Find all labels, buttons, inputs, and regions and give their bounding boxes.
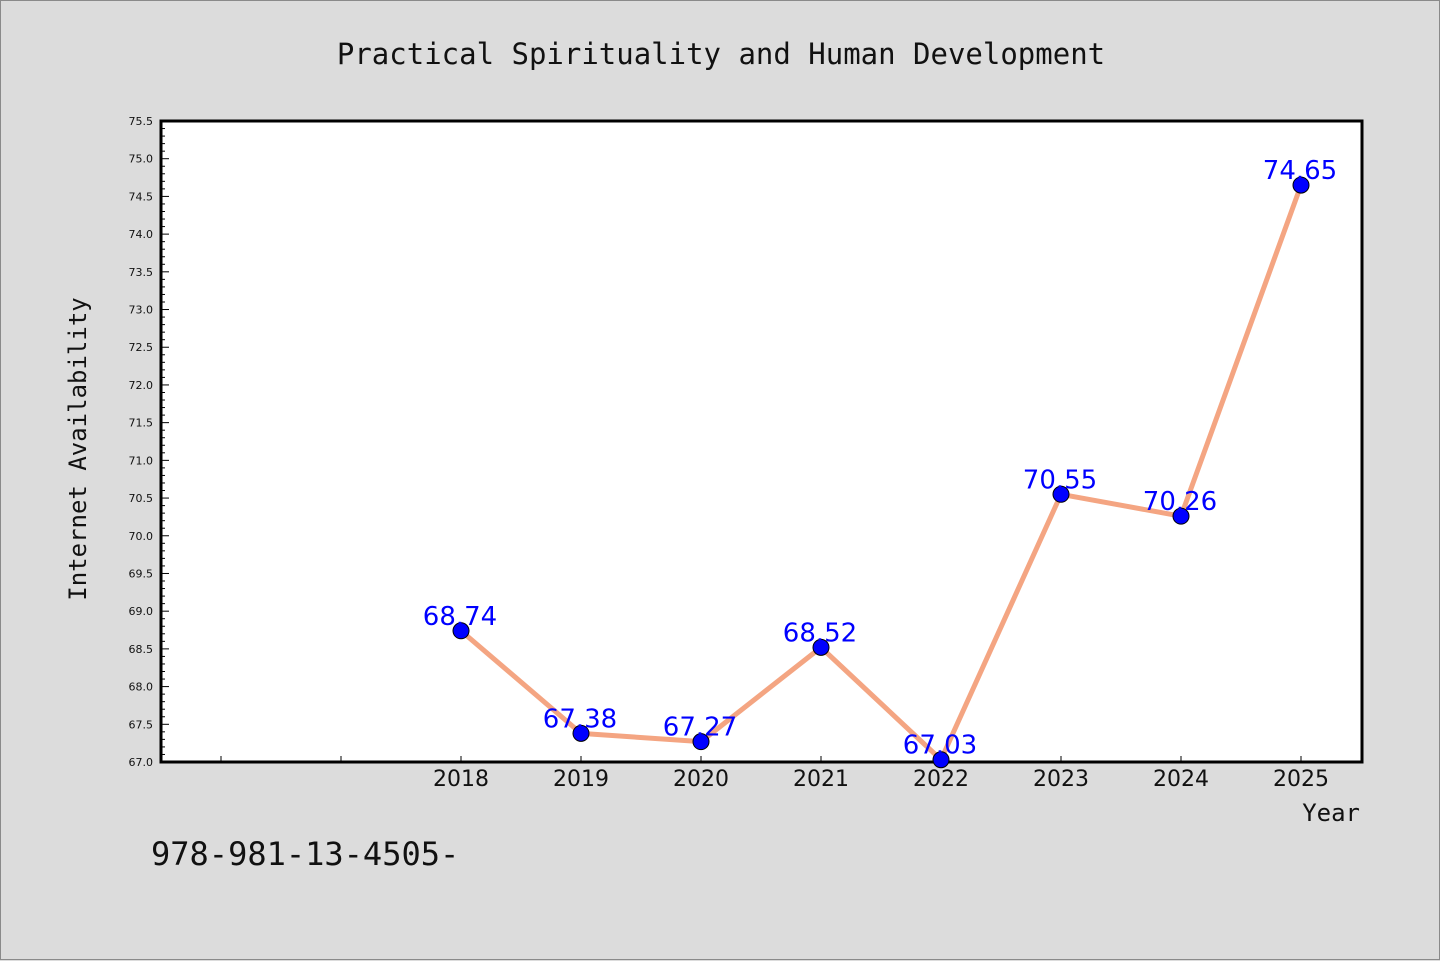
y-tick-label: 69.0	[129, 605, 154, 618]
data-point	[692, 733, 710, 751]
data-label: 68.74	[423, 602, 497, 632]
x-tick-label: 2018	[433, 767, 489, 792]
y-tick-label: 70.5	[129, 492, 154, 505]
y-tick-label: 75.5	[129, 115, 154, 128]
x-tick-label: 2025	[1273, 767, 1329, 792]
y-tick-label: 75.0	[129, 153, 154, 166]
x-tick-label: 2024	[1153, 767, 1209, 792]
x-tick-label: 2023	[1033, 767, 1089, 792]
data-label: 70.55	[1023, 465, 1097, 495]
y-axis-title: Internet Availability	[64, 297, 92, 600]
y-tick-label: 68.0	[129, 681, 154, 694]
y-tick-label: 74.5	[129, 190, 154, 203]
y-tick-label: 67.5	[129, 718, 154, 731]
data-label: 70.26	[1143, 487, 1217, 517]
x-axis-title: Year	[1302, 799, 1360, 827]
data-label: 67.38	[543, 704, 617, 734]
x-tick-label: 2020	[673, 767, 729, 792]
y-tick-label: 69.5	[129, 567, 154, 580]
data-point	[932, 751, 950, 769]
x-axis: 2018 2019 2020 2021 2022 2023 2024 2025	[220, 756, 1329, 792]
chart-title: Practical Spirituality and Human Develop…	[337, 37, 1105, 71]
x-tick-label: 2019	[553, 767, 609, 792]
plot-area	[159, 119, 1364, 764]
y-tick-label: 73.5	[129, 266, 154, 279]
data-label: 67.03	[903, 731, 977, 761]
data-label: 68.52	[783, 618, 857, 648]
data-point	[1292, 176, 1310, 194]
data-point	[812, 638, 830, 656]
series-line	[459, 184, 1304, 763]
y-tick-label: 68.5	[129, 643, 154, 656]
y-tick-label: 72.0	[129, 379, 154, 392]
y-tick-label: 67.0	[129, 756, 154, 769]
data-point	[452, 622, 470, 640]
y-tick-label: 73.0	[129, 304, 154, 317]
series-group: 68.74 67.38 67.27 68.52 67.03 70.55 70.26 74.65	[423, 156, 1337, 769]
x-tick-label: 2022	[913, 767, 969, 792]
data-label: 67.27	[663, 713, 737, 743]
x-tick-label: 2021	[793, 767, 849, 792]
y-tick-label: 74.0	[129, 228, 154, 241]
y-tick-label: 70.0	[129, 530, 154, 543]
data-point	[1172, 507, 1190, 525]
data-point	[1052, 485, 1070, 503]
footer-text: 978-981-13-4505-	[151, 835, 459, 873]
data-label: 74.65	[1263, 156, 1337, 186]
y-tick-label: 71.0	[129, 454, 154, 467]
y-tick-label: 71.5	[129, 417, 154, 430]
data-point	[572, 724, 590, 742]
y-axis: 67.0 67.5 68.0 68.5 69.0 69.5 70.0 70.5 71.0 71.5…	[129, 115, 169, 769]
y-tick-label: 72.5	[129, 341, 154, 354]
